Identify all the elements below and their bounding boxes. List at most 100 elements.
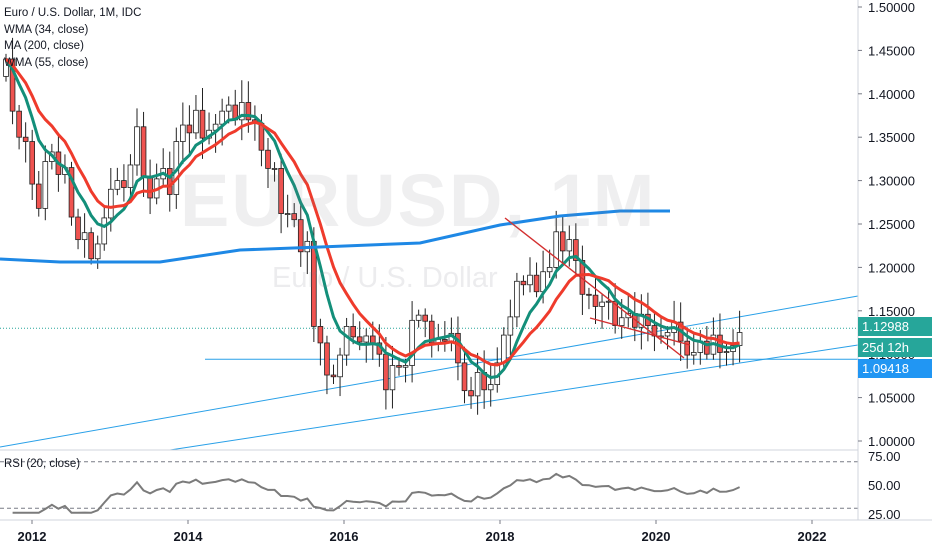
candle [16, 104, 22, 150]
candle [94, 235, 101, 269]
candle [297, 200, 304, 267]
candle [468, 376, 474, 409]
candle [507, 299, 514, 356]
candle-body-up [219, 110, 225, 125]
candle [238, 80, 245, 141]
candle [350, 313, 356, 345]
candle-body-down [356, 336, 363, 343]
candle [343, 317, 350, 366]
time-tick-label: 2014 [174, 529, 204, 544]
candle-body-down [140, 126, 147, 177]
candle [42, 145, 49, 221]
candle-body-up [101, 217, 108, 245]
candle [9, 37, 16, 125]
candle-body-up [81, 232, 88, 241]
legend-wma34[interactable]: WMA (34, close) [4, 23, 89, 36]
candle-body-down [166, 168, 173, 195]
candle-body-up [284, 213, 291, 215]
wma55-line [4, 57, 740, 367]
time-tick-label: 2012 [18, 529, 47, 544]
rsi-legend[interactable]: RSI (20, close) [4, 458, 81, 470]
price-tick-label: 1.35000 [868, 130, 915, 145]
chart-legend: Euro / U.S. Dollar, 1M, IDC WMA (34, clo… [4, 5, 141, 71]
candle-body-down [350, 326, 356, 338]
rsi-tick-label: 75.00 [868, 449, 901, 464]
rsi-tick-label: 50.00 [868, 478, 901, 493]
rsi-line [12, 472, 741, 514]
candle [75, 208, 81, 250]
candle [22, 122, 29, 163]
candle [684, 327, 690, 369]
candle [736, 310, 743, 363]
candle [455, 316, 461, 381]
candle-body-down [35, 183, 42, 209]
candle [573, 223, 579, 275]
candle-body-up [180, 124, 186, 142]
candle-body-down [121, 180, 127, 188]
candle [134, 108, 140, 176]
legend-wma55[interactable]: WMA (55, close) [4, 56, 89, 69]
candle-body-down [684, 340, 690, 356]
candle-body-down [22, 136, 29, 142]
candle [291, 203, 297, 228]
candle-body-down [383, 353, 389, 391]
candle-body-down [369, 335, 376, 344]
candle-body-down [461, 362, 468, 392]
candle [415, 309, 422, 328]
candle-body-down [265, 149, 271, 169]
candle-body-up [546, 266, 553, 273]
candle-body-up [664, 332, 671, 337]
candle [514, 272, 520, 328]
candle-body-down [9, 58, 16, 112]
time-tick-label: 2020 [642, 529, 671, 544]
candle [356, 321, 363, 351]
candle [612, 283, 618, 334]
candle-body-down [533, 274, 540, 293]
last-price-tag: 1.12988 [858, 317, 932, 336]
candle [160, 148, 167, 185]
candle-body-down [422, 314, 428, 322]
candle-body-down [75, 216, 81, 241]
candle [520, 275, 527, 296]
candle-body-up [42, 161, 49, 209]
candle [337, 347, 343, 397]
candle [81, 213, 88, 258]
candle [35, 170, 42, 217]
candle-body-up [94, 243, 101, 260]
candle [586, 287, 592, 310]
bar-countdown-tag: 25d 12h [858, 338, 932, 357]
candle-body-up [514, 280, 520, 318]
candle [206, 112, 212, 145]
candle [422, 308, 428, 338]
candle [546, 249, 553, 278]
candle [324, 335, 330, 395]
time-tick-label: 2018 [486, 529, 515, 544]
price-tick-label: 1.00000 [868, 434, 915, 449]
candle-body-up [134, 126, 140, 166]
legend-ma200[interactable]: MA (200, close) [4, 40, 84, 52]
candle [559, 215, 566, 263]
candle [271, 162, 278, 182]
candle [428, 314, 435, 358]
candle [127, 154, 134, 198]
candle-body-down [88, 232, 94, 260]
candle-body-up [389, 365, 396, 391]
candle-body-down [573, 239, 579, 261]
candle-body-up [409, 319, 415, 366]
candle-body-up [271, 168, 278, 170]
candle [651, 311, 658, 352]
candle [3, 53, 9, 82]
candle [186, 105, 193, 154]
candle-body-down [330, 374, 337, 378]
candle [533, 262, 540, 298]
candle-body-up [527, 274, 533, 286]
legend-title[interactable]: Euro / U.S. Dollar, 1M, IDC [4, 7, 142, 19]
candle-body-down [592, 294, 599, 307]
channel-lower-line [169, 344, 859, 451]
watermark-name: Euro / U.S. Dollar [272, 262, 498, 294]
candle [592, 275, 599, 324]
candle-body-up [415, 314, 422, 321]
candle [68, 161, 75, 226]
candle-body-down [199, 109, 206, 139]
